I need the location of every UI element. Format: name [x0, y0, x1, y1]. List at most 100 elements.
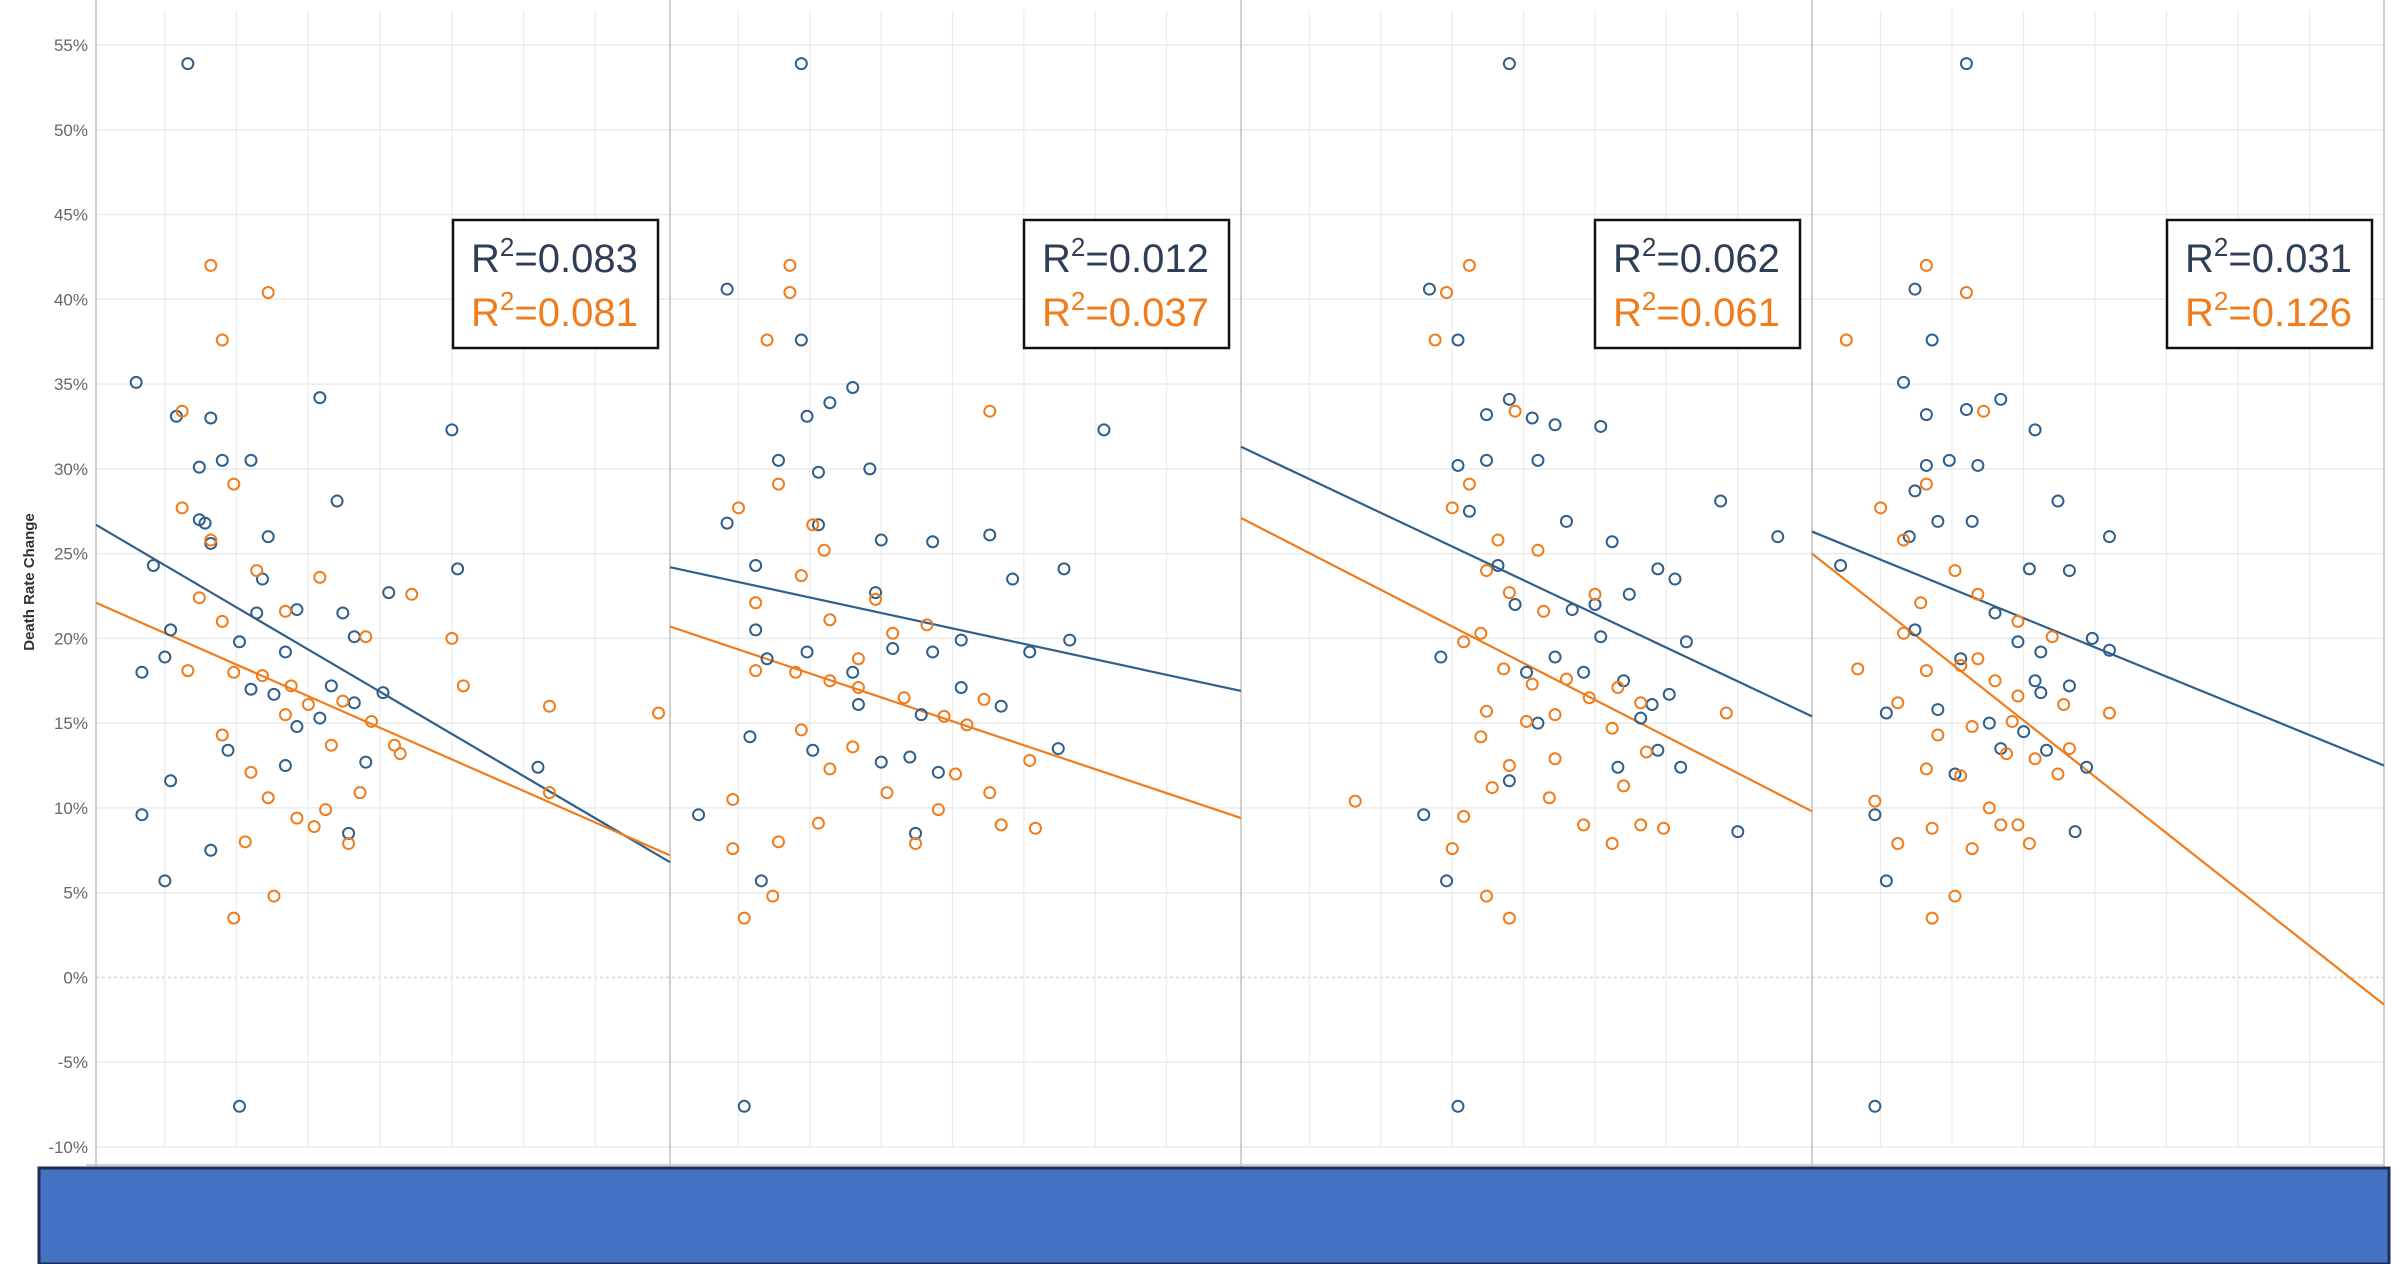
y-tick-label: 40% [54, 290, 88, 309]
data-point-blue [1971, 458, 1985, 472]
data-point-orange [215, 728, 229, 742]
data-point-blue [1965, 514, 1979, 528]
data-point-orange [1520, 714, 1533, 728]
data-point-orange [1925, 821, 1939, 835]
data-point-blue [267, 687, 281, 701]
data-point-orange [1982, 801, 1996, 815]
data-point-orange [2011, 614, 2025, 628]
y-axis: 55% 50% 45% 40% 35% 30% 25% 20% 15% 10% 5% 0% -5% -10… [48, 36, 88, 1157]
data-point-blue [1868, 808, 1882, 822]
data-point-blue [244, 453, 258, 467]
data-point-blue [1057, 562, 1071, 576]
r2-orange-label: R2=0.081 [471, 286, 638, 335]
data-point-blue [760, 652, 774, 666]
data-point-blue [261, 530, 275, 544]
data-point-blue [2028, 674, 2042, 688]
y-tick-label: -10% [48, 1138, 88, 1157]
y-tick-label: 50% [54, 121, 88, 140]
data-point-blue [851, 698, 865, 712]
data-point-blue [692, 808, 706, 822]
data-point-orange [181, 664, 195, 678]
data-point-orange [760, 333, 774, 347]
data-point-blue [2102, 643, 2116, 657]
data-point-blue [1908, 282, 1922, 296]
data-point-blue [1959, 57, 1973, 71]
trendline-orange [1240, 517, 1813, 813]
data-point-blue [811, 465, 825, 479]
data-point-orange [2022, 837, 2036, 851]
data-point-blue [158, 650, 172, 664]
data-point-blue [204, 843, 218, 857]
r2-orange-label: R2=0.126 [2185, 286, 2352, 335]
data-point-orange [823, 762, 837, 776]
data-point-blue [1417, 808, 1431, 822]
data-point-orange [2045, 630, 2059, 644]
data-point-blue [1908, 623, 1922, 637]
trendline-blue [1811, 530, 2385, 767]
data-point-blue [158, 874, 172, 888]
trendline-blue [1240, 445, 1813, 718]
data-point-orange [1605, 721, 1619, 735]
data-point-orange [2051, 767, 2065, 781]
data-point-blue [1051, 742, 1065, 756]
data-point-orange [1919, 762, 1933, 776]
y-axis-label: Death Rate Change [21, 513, 38, 651]
data-point-blue [874, 533, 888, 547]
data-point-blue [846, 665, 860, 679]
data-point-orange [284, 679, 298, 693]
data-point-blue [1668, 572, 1682, 586]
y-tick-label: -5% [58, 1053, 88, 1072]
data-point-blue [324, 679, 338, 693]
data-point-blue [1502, 57, 1516, 71]
r2-blue-label: R2=0.012 [1042, 232, 1209, 281]
data-point-orange [794, 569, 808, 583]
data-point-orange [1919, 664, 1933, 678]
data-point-orange [1542, 791, 1556, 805]
r2-box-layer: R2=0.083 R2=0.081 R2=0.012 R2=0.037 R2=0.062… [451, 218, 2374, 350]
trendline-orange [669, 625, 1242, 820]
data-point-blue [1006, 572, 1020, 586]
data-point-blue [994, 699, 1008, 713]
data-point-orange [1954, 769, 1968, 783]
data-point-orange [393, 747, 407, 761]
data-point-orange [846, 740, 860, 754]
data-point-orange [250, 564, 264, 578]
data-point-orange [851, 681, 865, 695]
data-point-blue [954, 681, 968, 695]
data-point-blue [129, 375, 143, 389]
y-tick-label: 45% [54, 206, 88, 225]
y-tick-label: 30% [54, 460, 88, 479]
data-point-blue [1531, 453, 1545, 467]
data-point-blue [2034, 645, 2048, 659]
data-point-orange [652, 706, 666, 720]
data-point-orange [204, 533, 218, 547]
data-point-blue [1931, 703, 1945, 717]
data-point-blue [1919, 458, 1933, 472]
data-point-orange [204, 258, 218, 272]
data-point-orange [880, 786, 894, 800]
data-point-orange [1611, 681, 1625, 695]
data-point-orange [319, 803, 333, 817]
data-point-orange [1348, 794, 1362, 808]
data-point-orange [1605, 837, 1619, 851]
r2-box [451, 218, 660, 350]
data-point-blue [743, 730, 757, 744]
data-point-blue [1651, 562, 1665, 576]
data-point-orange [1639, 745, 1653, 759]
data-point-blue [1559, 514, 1573, 528]
data-point-orange [1948, 889, 1962, 903]
y-tick-label: 55% [54, 36, 88, 55]
data-point-blue [1462, 504, 1476, 518]
data-point-blue [874, 755, 888, 769]
data-point-blue [278, 759, 292, 773]
y-tick-label: 10% [54, 799, 88, 818]
data-point-blue [1908, 484, 1922, 498]
r2-orange-value: 0.081 [538, 291, 638, 335]
data-point-orange [175, 404, 189, 418]
data-point-orange [983, 404, 997, 418]
data-point-blue [135, 808, 149, 822]
data-point-orange [307, 820, 321, 834]
y-tick-label: 25% [54, 545, 88, 564]
data-point-blue [1023, 645, 1037, 659]
